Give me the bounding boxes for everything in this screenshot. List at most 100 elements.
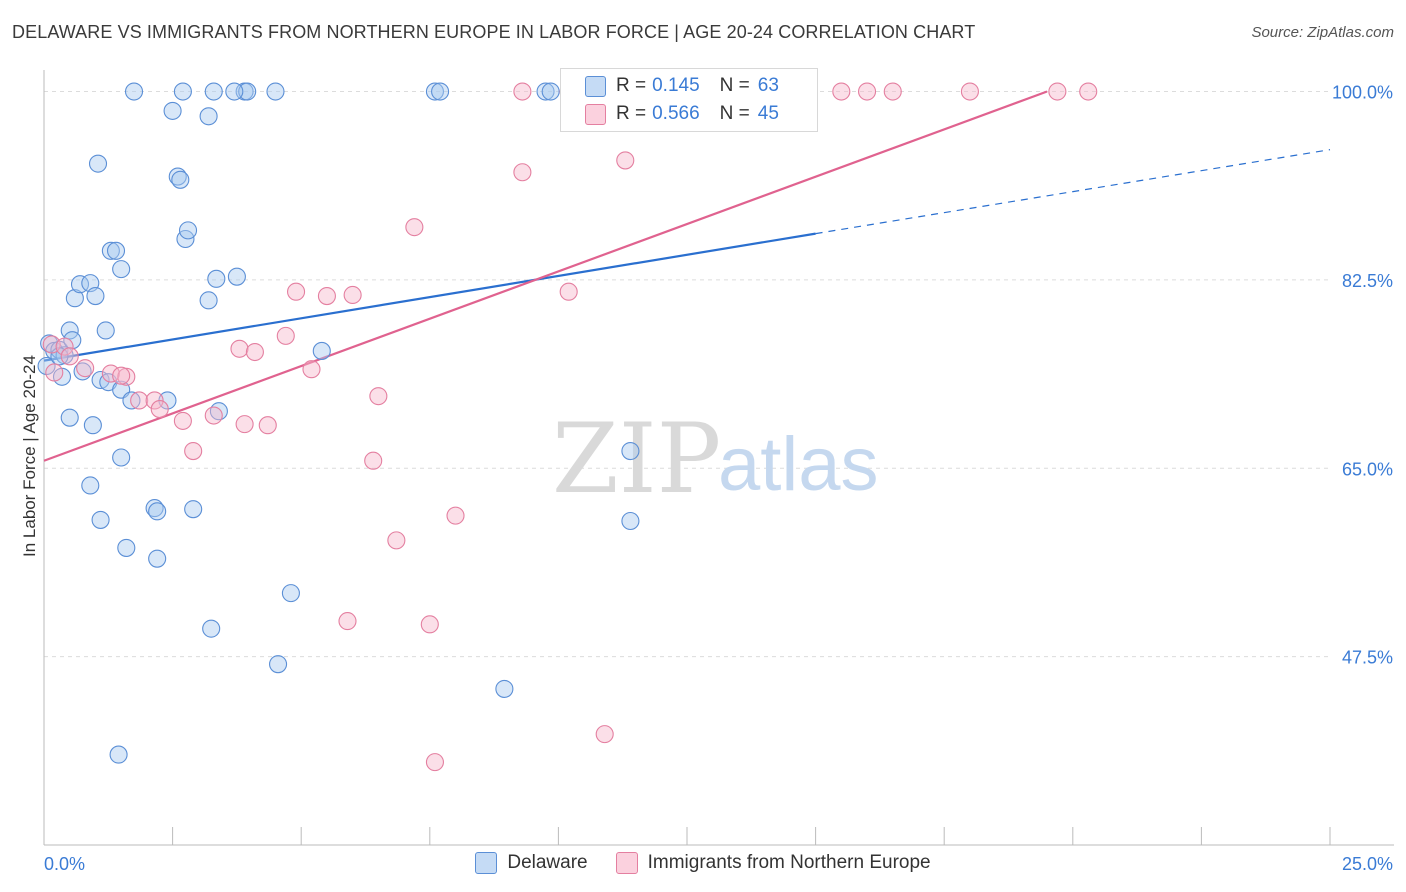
delaware-point xyxy=(281,584,300,603)
immigrants-point xyxy=(150,400,169,419)
delaware-point xyxy=(65,289,84,308)
immigrants-point xyxy=(387,531,406,550)
immigrants-point xyxy=(960,82,979,101)
delaware-point xyxy=(202,619,221,638)
immigrants-point xyxy=(245,342,264,362)
y-tick-label: 82.5% xyxy=(1342,271,1393,291)
immigrants-point xyxy=(513,163,532,182)
y-tick-labels: 100.0% 82.5% 65.0% 47.5% xyxy=(1332,83,1393,668)
immigrants-point xyxy=(595,725,614,744)
trend-lines xyxy=(43,90,1331,462)
immigrants-point xyxy=(145,391,164,410)
delaware-point xyxy=(145,499,164,518)
delaware-point xyxy=(101,241,120,260)
delaware-point xyxy=(204,82,223,101)
delaware-point xyxy=(163,101,182,120)
immigrants-point xyxy=(420,615,439,634)
immigrants-point xyxy=(1048,82,1067,101)
stats-row-delaware: R = 0.145 N = 63 xyxy=(585,75,779,97)
immigrants-point xyxy=(405,218,424,237)
x-tick-label: 0.0% xyxy=(44,854,85,874)
delaware-point xyxy=(425,82,444,101)
immigrants-point xyxy=(425,753,444,772)
y-tick-label: 47.5% xyxy=(1342,648,1393,668)
immigrants-swatch xyxy=(585,103,606,125)
immigrants-point xyxy=(513,82,532,101)
delaware-point xyxy=(73,362,92,381)
delaware-point xyxy=(60,408,79,427)
stats-legend: R = 0.145 N = 63 R = 0.566 N = 45 xyxy=(560,68,818,132)
immigrants-point xyxy=(55,337,74,356)
delaware-point xyxy=(83,416,102,435)
delaware-point xyxy=(168,167,187,186)
delaware-trend-extension xyxy=(815,149,1331,235)
delaware-point xyxy=(269,655,288,674)
n-label: N = xyxy=(719,103,750,124)
gridlines xyxy=(44,91,1330,658)
delaware-point xyxy=(148,502,167,521)
delaware-point xyxy=(541,82,560,101)
delaware-point xyxy=(173,82,192,101)
watermark-atlas: atlas xyxy=(718,422,879,507)
delaware-swatch xyxy=(475,852,498,874)
x-tick-labels: 0.0% 25.0% xyxy=(44,854,1393,874)
delaware-point xyxy=(148,549,167,568)
delaware-point xyxy=(266,82,285,101)
delaware-point xyxy=(178,221,198,240)
stats-row-immigrants: R = 0.566 N = 45 xyxy=(585,103,779,125)
immigrants-trend-line xyxy=(43,90,1048,462)
immigrants-point xyxy=(832,82,851,101)
delaware-point xyxy=(227,267,246,286)
immigrants-point xyxy=(130,391,149,410)
x-tick-label: 25.0% xyxy=(1342,854,1393,874)
immigrants-point xyxy=(76,359,95,378)
delaware-point xyxy=(91,510,110,529)
immigrants-point xyxy=(883,82,902,101)
data-points xyxy=(37,82,1098,772)
watermark-zip: ZIP xyxy=(552,403,721,515)
immigrants-point xyxy=(276,326,295,345)
source-label: Source: ZipAtlas.com xyxy=(1251,24,1394,41)
delaware-point xyxy=(124,82,144,101)
immigrants-point xyxy=(230,339,249,358)
immigrants-point xyxy=(364,451,383,470)
delaware-point xyxy=(122,391,141,410)
y-axis-label: In Labor Force | Age 20-24 xyxy=(20,355,39,557)
legend-item-delaware[interactable]: Delaware xyxy=(475,852,588,874)
immigrants-point xyxy=(302,360,321,379)
delaware-point xyxy=(184,500,203,519)
r-label: R = xyxy=(616,75,647,96)
legend-label: Delaware xyxy=(507,852,588,873)
delaware-point xyxy=(225,82,244,101)
delaware-point xyxy=(112,260,131,279)
immigrants-point xyxy=(317,286,336,306)
r-value: 0.145 xyxy=(652,75,700,96)
delaware-point xyxy=(495,679,514,698)
delaware-point xyxy=(621,511,640,531)
chart-title: DELAWARE VS IMMIGRANTS FROM NORTHERN EUR… xyxy=(12,22,976,42)
delaware-point xyxy=(621,441,640,461)
immigrants-point xyxy=(235,415,254,434)
immigrants-point xyxy=(287,282,306,301)
n-value: 63 xyxy=(757,75,779,96)
delaware-point xyxy=(106,241,126,260)
delaware-point xyxy=(199,291,218,310)
immigrants-point xyxy=(338,612,357,631)
immigrants-point xyxy=(184,441,203,461)
immigrants-swatch xyxy=(615,852,638,874)
delaware-point xyxy=(207,269,226,288)
delaware-point xyxy=(88,154,108,173)
delaware-point xyxy=(117,538,136,557)
axes xyxy=(43,70,1394,846)
delaware-trend-line xyxy=(43,232,816,362)
legend-item-immigrants[interactable]: Immigrants from Northern Europe xyxy=(615,852,931,874)
immigrants-point xyxy=(343,285,362,305)
n-label: N = xyxy=(719,75,750,96)
delaware-point xyxy=(109,745,128,764)
delaware-point xyxy=(86,286,105,306)
delaware-point xyxy=(112,448,131,467)
immigrants-point xyxy=(173,411,192,430)
delaware-point xyxy=(96,321,115,340)
